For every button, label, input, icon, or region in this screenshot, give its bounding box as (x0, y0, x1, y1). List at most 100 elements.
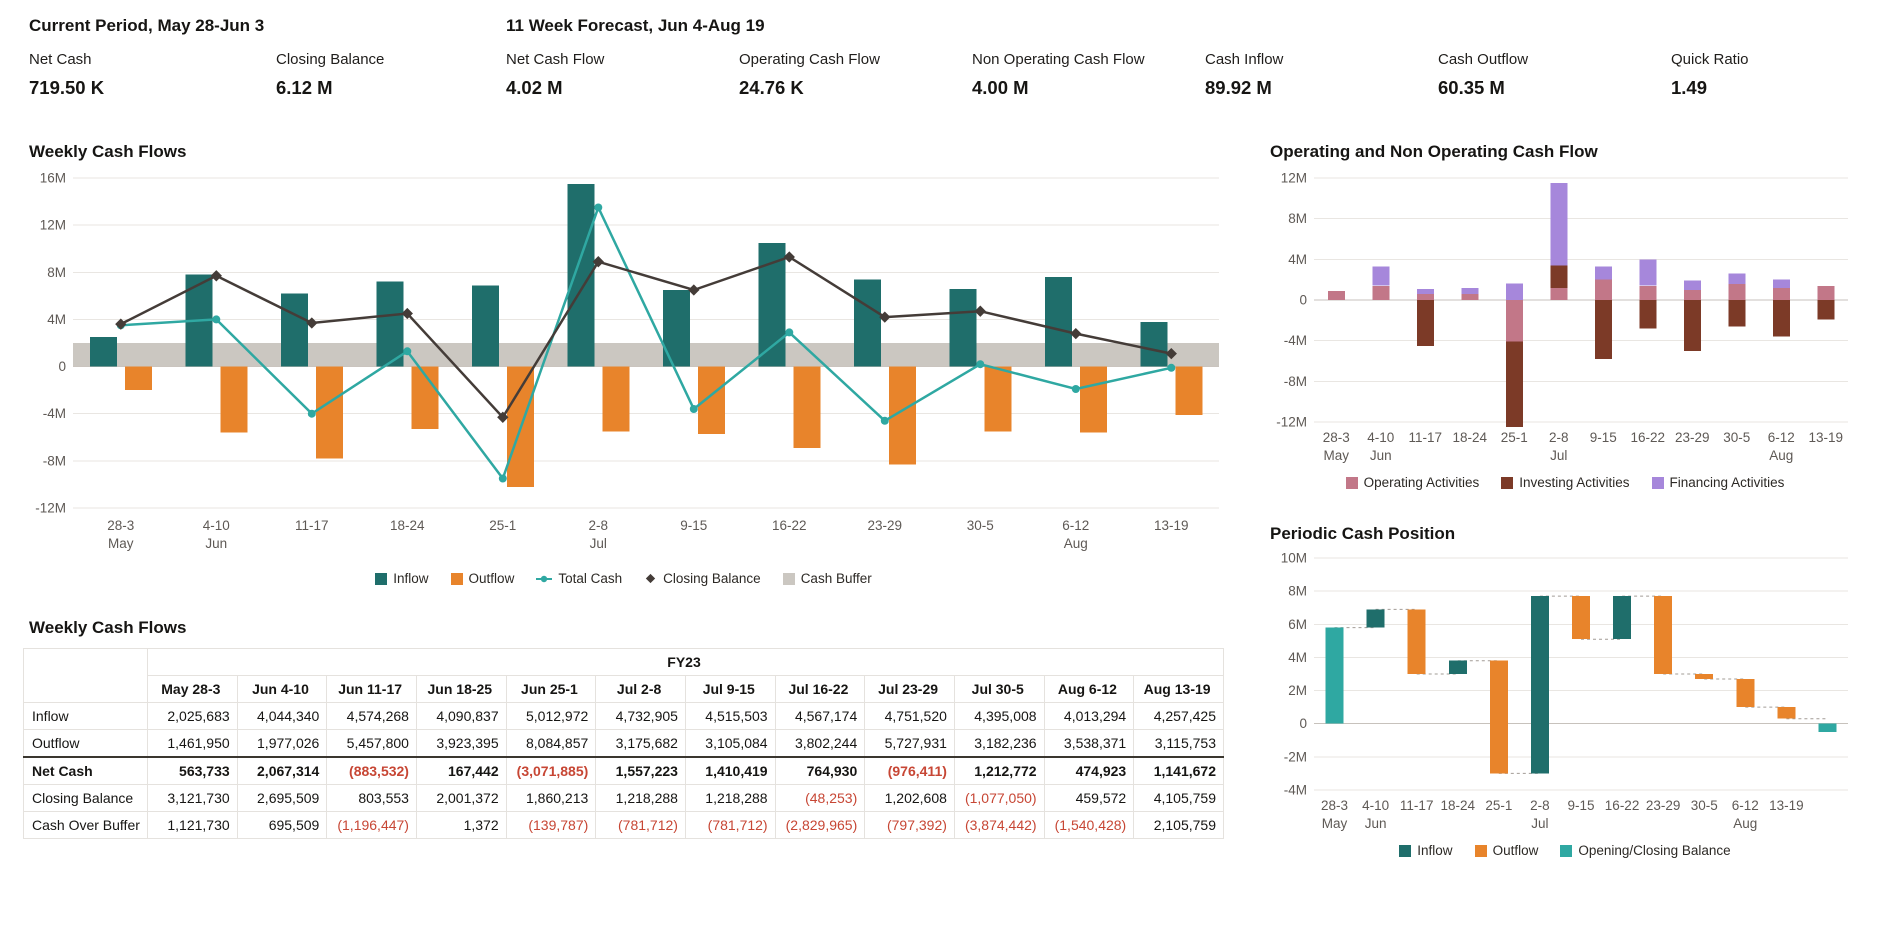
waterfall-bar-outflow[interactable] (1654, 596, 1673, 674)
financing-activities-segment[interactable] (1416, 288, 1434, 294)
operating-activities-segment[interactable] (1505, 300, 1523, 342)
table-cell: 4,751,520 (864, 702, 955, 730)
operating-activities-segment[interactable] (1728, 283, 1746, 300)
svg-text:13-19: 13-19 (1154, 518, 1189, 533)
financing-activities-segment[interactable] (1728, 273, 1746, 284)
financing-activities-swatch-icon (1651, 476, 1664, 489)
table-cell: 1,212,772 (953, 756, 1045, 785)
svg-text:9-15: 9-15 (680, 518, 707, 533)
investing-activities-segment[interactable] (1817, 300, 1835, 320)
periodic-cash-position-chart: 10M 8M 6M 4M 2M 0 -2M -4M 28-3 May 4-10 Jun 11-17 18-… (1268, 548, 1862, 841)
legend-label: Inflow (1417, 843, 1453, 858)
table-cell: 1,977,026 (236, 729, 328, 758)
financing-activities-segment[interactable] (1550, 183, 1568, 266)
operating-activities-segment[interactable] (1683, 289, 1701, 300)
investing-activities-segment[interactable] (1683, 300, 1701, 351)
operating-activities-segment[interactable] (1817, 285, 1835, 300)
legend-total-cash[interactable]: Total Cash (536, 571, 622, 586)
waterfall-bar-inflow[interactable] (1613, 596, 1632, 640)
waterfall-bar-outflow[interactable] (1489, 660, 1508, 774)
svg-text:18-24: 18-24 (1452, 430, 1487, 445)
financing-activities-segment[interactable] (1594, 266, 1612, 280)
forecast-title: 11 Week Forecast, Jun 4-Aug 19 (506, 16, 765, 35)
outflow-swatch-icon (1474, 844, 1487, 857)
legend-outflow[interactable]: Outflow (450, 571, 515, 586)
kpi-non-operating-cash-flow: Non Operating Cash Flow 4.00 M (972, 51, 1205, 99)
operating-activities-segment[interactable] (1772, 287, 1790, 300)
operating-activities-segment[interactable] (1550, 287, 1568, 300)
kpi-value: 4.00 M (972, 77, 1029, 98)
svg-text:6-12: 6-12 (1062, 518, 1089, 533)
financing-activities-segment[interactable] (1461, 287, 1479, 294)
row-label: Outflow (23, 729, 148, 758)
table-cell: (781,712) (595, 811, 686, 839)
weekly-cash-flows-legend: Inflow Outflow Total Cash Closing Balance Ca… (23, 571, 1224, 586)
operating-activities-segment[interactable] (1372, 285, 1390, 300)
waterfall-bar-outflow[interactable] (1695, 674, 1714, 679)
svg-text:4-10: 4-10 (203, 518, 230, 533)
svg-text:4-10: 4-10 (1367, 430, 1394, 445)
financing-activities-segment[interactable] (1772, 279, 1790, 288)
table-row-inflow: Inflow 2,025,683 4,044,340 4,574,268 4,090,8… (23, 702, 1224, 730)
table-cell: 5,727,931 (864, 729, 955, 758)
legend-inflow[interactable]: Inflow (375, 571, 429, 586)
table-cell: 3,802,244 (774, 729, 866, 758)
waterfall-bar-opening-closing-balance[interactable] (1818, 723, 1837, 732)
investing-activities-segment[interactable] (1416, 300, 1434, 346)
legend-outflow[interactable]: Outflow (1474, 843, 1538, 858)
row-label: Inflow (23, 702, 148, 730)
waterfall-bar-outflow[interactable] (1777, 707, 1796, 719)
waterfall-bar-outflow[interactable] (1572, 596, 1590, 640)
investing-activities-segment[interactable] (1728, 300, 1746, 327)
legend-cash-buffer[interactable]: Cash Buffer (782, 571, 872, 586)
financing-activities-segment[interactable] (1505, 283, 1523, 300)
left-column: Weekly Cash Flows 16M 12M 8M 4M 0 -4M -8M -12M 2… (23, 114, 1224, 858)
svg-text:13-19: 13-19 (1769, 798, 1804, 813)
table-cell: 4,732,905 (595, 702, 686, 730)
legend-inflow[interactable]: Inflow (1399, 843, 1453, 858)
outflow-swatch-icon (450, 572, 463, 585)
legend-opening-closing-balance[interactable]: Opening/Closing Balance (1560, 843, 1731, 858)
waterfall-bar-opening-closing-balance[interactable] (1325, 627, 1344, 724)
waterfall-bar-outflow[interactable] (1736, 679, 1755, 708)
closing-balance-line[interactable] (115, 251, 1177, 423)
svg-text:16-22: 16-22 (772, 518, 807, 533)
kpi-label: Net Cash (29, 51, 92, 68)
svg-text:Jul: Jul (1550, 448, 1567, 463)
investing-activities-segment[interactable] (1639, 300, 1657, 329)
svg-text:-12M: -12M (1276, 415, 1307, 430)
operating-activities-segment[interactable] (1639, 285, 1657, 300)
legend-investing-activities[interactable]: Investing Activities (1501, 475, 1630, 490)
waterfall-bar-inflow[interactable] (1366, 609, 1385, 628)
waterfall-bar-outflow[interactable] (1407, 609, 1426, 674)
financing-activities-segment[interactable] (1372, 266, 1390, 286)
investing-activities-segment[interactable] (1505, 341, 1523, 428)
legend-financing-activities[interactable]: Financing Activities (1651, 475, 1784, 490)
financing-activities-segment[interactable] (1683, 280, 1701, 290)
legend-closing-balance[interactable]: Closing Balance (644, 571, 761, 586)
kpi-label: Cash Outflow (1438, 51, 1529, 68)
legend-operating-activities[interactable]: Operating Activities (1345, 475, 1479, 490)
svg-text:Jun: Jun (205, 536, 227, 551)
svg-text:30-5: 30-5 (1723, 430, 1750, 445)
waterfall-bar-inflow[interactable] (1530, 596, 1549, 774)
operating-activities-segment[interactable] (1594, 279, 1612, 300)
table-cell: 3,121,730 (147, 784, 238, 812)
inflow-bars[interactable] (89, 183, 1168, 367)
investing-activities-segment[interactable] (1772, 300, 1790, 337)
cash-buffer-band (73, 343, 1219, 367)
operating-activities-segment[interactable] (1416, 293, 1434, 300)
legend-label: Outflow (468, 571, 515, 586)
table-cell: (139,787) (505, 811, 597, 839)
financing-activities-segment[interactable] (1639, 259, 1657, 286)
column-header-jun-11-17: Jun 11-17 (326, 675, 417, 703)
operating-activities-segment[interactable] (1461, 293, 1479, 300)
kpi-group-current-period: Current Period, May 28-Jun 3 Net Cash 71… (29, 16, 466, 114)
inflow-swatch-icon (375, 572, 388, 585)
investing-activities-segment[interactable] (1550, 265, 1568, 288)
waterfall-bar-inflow[interactable] (1448, 660, 1467, 674)
outflow-bars[interactable] (124, 366, 1203, 487)
current-period-title: Current Period, May 28-Jun 3 (29, 16, 265, 35)
investing-activities-segment[interactable] (1594, 300, 1612, 359)
operating-activities-segment[interactable] (1327, 290, 1345, 300)
